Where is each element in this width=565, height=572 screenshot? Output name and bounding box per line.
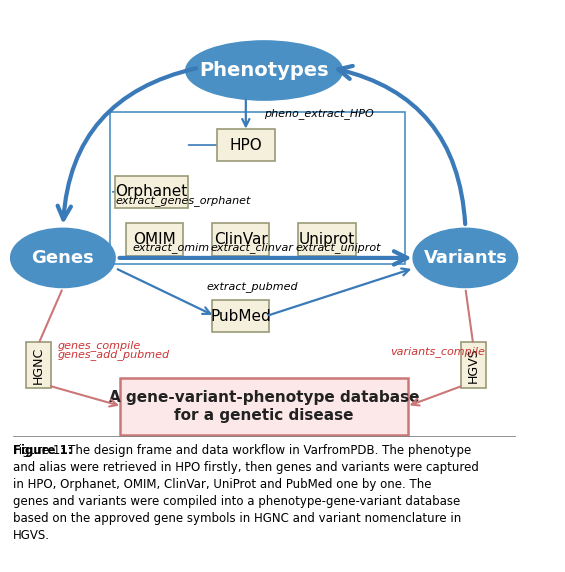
Text: extract_pubmed: extract_pubmed [207,281,298,292]
Text: PubMed: PubMed [210,308,271,324]
Text: genes_add_pubmed: genes_add_pubmed [58,349,170,360]
Text: ClinVar: ClinVar [214,232,267,247]
FancyBboxPatch shape [212,300,270,332]
Text: Variants: Variants [423,249,507,267]
Text: OMIM: OMIM [133,232,176,247]
Text: pheno_extract_HPO: pheno_extract_HPO [264,109,374,120]
FancyBboxPatch shape [115,176,188,208]
Text: A gene-variant-phenotype database
for a genetic disease: A gene-variant-phenotype database for a … [109,390,419,423]
FancyBboxPatch shape [460,342,486,388]
Text: HGNC: HGNC [32,347,45,384]
FancyBboxPatch shape [125,224,183,256]
FancyBboxPatch shape [212,224,270,256]
FancyBboxPatch shape [298,224,355,256]
Text: extract_uniprot: extract_uniprot [295,243,381,253]
Text: genes_compile: genes_compile [58,340,141,351]
FancyBboxPatch shape [26,342,51,388]
FancyBboxPatch shape [217,129,275,161]
Text: extract_genes_orphanet: extract_genes_orphanet [115,195,250,206]
Text: Figure 1:: Figure 1: [13,444,73,457]
Ellipse shape [11,228,115,288]
Text: extract_clinvar: extract_clinvar [211,243,294,253]
Text: Figure 1: The design frame and data workflow in VarfromPDB. The phenotype
and al: Figure 1: The design frame and data work… [13,444,479,542]
Text: Uniprot: Uniprot [299,232,355,247]
Ellipse shape [186,41,342,100]
Text: variants_compile: variants_compile [390,346,485,357]
Text: HPO: HPO [229,137,262,153]
Text: extract_omim: extract_omim [132,243,210,253]
Text: Genes: Genes [32,249,94,267]
Text: Orphanet: Orphanet [116,184,188,200]
Text: Phenotypes: Phenotypes [199,61,329,80]
Ellipse shape [413,228,518,288]
FancyBboxPatch shape [120,378,408,435]
Text: HGVS: HGVS [467,347,480,383]
